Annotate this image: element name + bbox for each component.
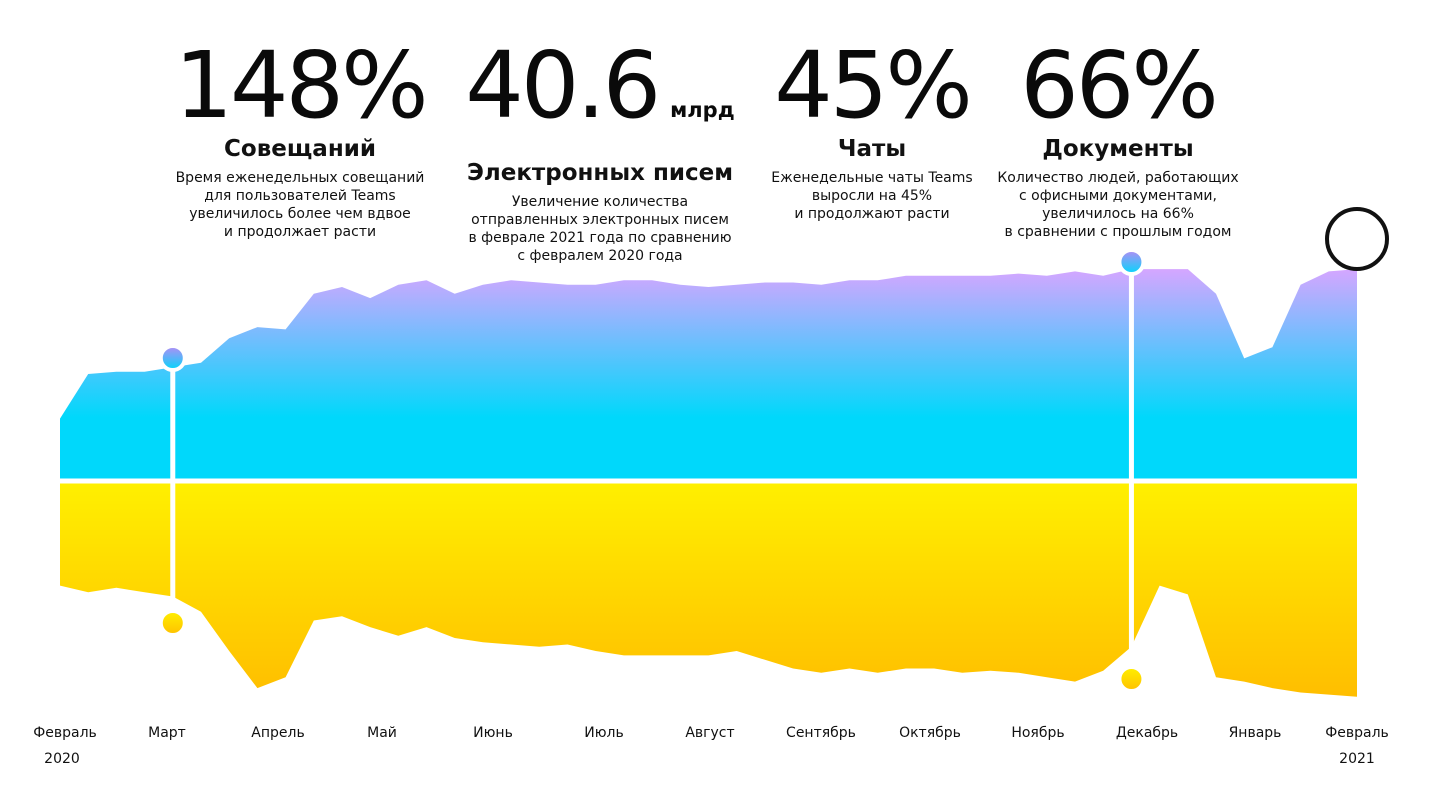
stat-description: Увеличение количества отправленных электр… xyxy=(468,194,732,264)
x-tick-label: Февраль xyxy=(1325,725,1389,741)
x-tick-label: Июль xyxy=(584,725,623,741)
stat-description: Время еженедельных совещаний для пользова… xyxy=(175,170,425,240)
stat-label: Документы xyxy=(1042,136,1194,162)
x-tick-label: Июнь xyxy=(473,725,513,741)
x-tick-label: Май xyxy=(367,725,397,741)
series-bottom-area xyxy=(60,481,1357,697)
stat-description: Еженедельные чаты Teams выросли на 45% и п… xyxy=(771,170,973,222)
year-label: 2021 xyxy=(1339,751,1375,767)
year-label: 2020 xyxy=(44,751,80,767)
stat-label: Электронных писем xyxy=(467,160,733,186)
stat-label: Чаты xyxy=(837,136,907,162)
x-tick-label: Апрель xyxy=(251,725,304,741)
x-tick-label: Декабрь xyxy=(1116,725,1178,741)
stat-value: 148% xyxy=(174,32,428,139)
x-tick-label: Январь xyxy=(1229,725,1282,741)
marker-march-top-dot xyxy=(158,344,187,372)
stat-label: Совещаний xyxy=(224,136,376,162)
stat-value: 66% xyxy=(1020,32,1218,139)
stat-emails: 40.6 млрд Электронных писем Увеличение ко… xyxy=(452,36,748,265)
stat-documents: 66% Документы Количество людей, работающ… xyxy=(982,36,1254,241)
stat-description: Количество людей, работающих с офисными д… xyxy=(997,170,1239,240)
x-tick-label: Октябрь xyxy=(899,725,961,741)
x-tick-label: Сентябрь xyxy=(786,725,856,741)
stat-value: 40.6 млрд xyxy=(465,32,735,139)
stat-unit: млрд xyxy=(670,98,735,122)
stat-chats: 45% Чаты Еженедельные чаты Teams выросли … xyxy=(760,36,984,223)
series-top-area xyxy=(60,269,1357,481)
x-tick-label: Февраль xyxy=(33,725,97,741)
stat-meetings: 148% Совещаний Время еженедельных совеща… xyxy=(160,36,440,241)
marker-march-bottom-dot xyxy=(158,609,187,637)
stat-value: 45% xyxy=(774,32,972,139)
highlight-ring-marker xyxy=(1325,207,1389,271)
x-tick-label: Март xyxy=(148,725,186,741)
x-tick-label: Август xyxy=(685,725,734,741)
marker-december-top-dot xyxy=(1117,248,1146,276)
marker-december-bottom-dot xyxy=(1117,665,1146,693)
x-tick-label: Ноябрь xyxy=(1011,725,1064,741)
